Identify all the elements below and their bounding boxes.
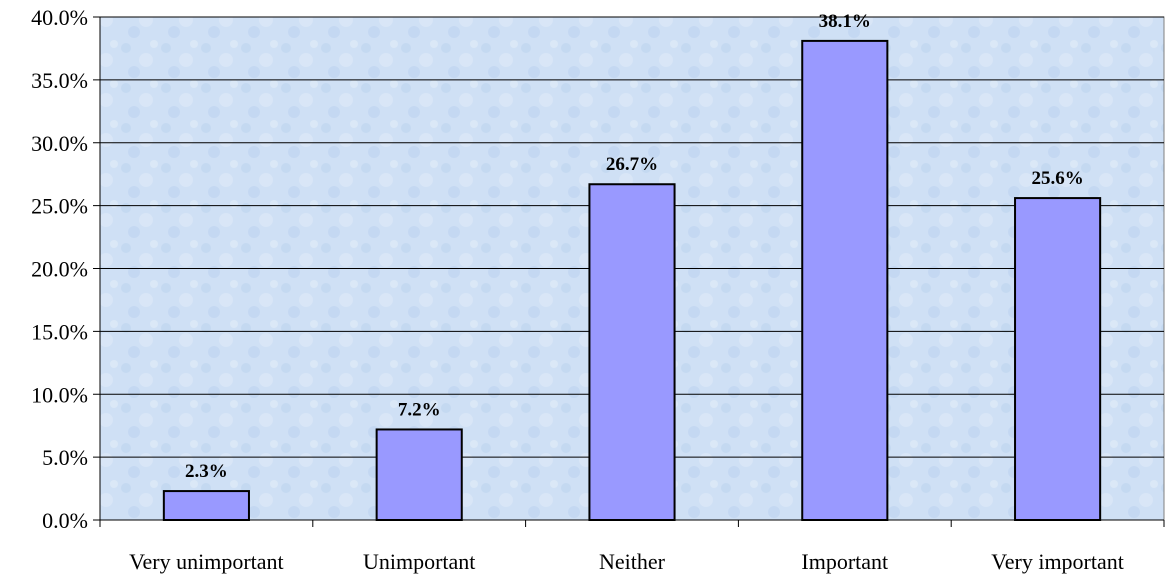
bar: [1014, 197, 1102, 522]
y-tick-label: 25.0%: [31, 194, 88, 219]
bar: [162, 490, 250, 522]
data-label: 26.7%: [606, 154, 658, 175]
bar: [801, 39, 889, 522]
x-category-label: Neither: [599, 549, 666, 574]
bar: [375, 428, 463, 521]
y-tick-label: 30.0%: [31, 131, 88, 156]
x-category-label: Very important: [991, 549, 1124, 574]
data-label: 25.6%: [1031, 168, 1083, 189]
data-label: 2.3%: [185, 461, 228, 482]
labels: 0.0% 5.0% 10.0% 15.0% 20.0% 25.0% 30.0% 35.0% 40…: [31, 5, 1124, 574]
y-tick-label: 40.0%: [31, 5, 88, 30]
y-tick-label: 35.0%: [31, 68, 88, 93]
y-tick-label: 10.0%: [31, 382, 88, 407]
y-tick-label: 5.0%: [42, 445, 88, 470]
y-tick-label: 20.0%: [31, 257, 88, 282]
bar: [588, 183, 676, 521]
y-tick-label: 0.0%: [42, 508, 88, 533]
x-category-label: Important: [801, 549, 888, 574]
x-category-label: Unimportant: [363, 549, 475, 574]
bars: [162, 39, 1102, 522]
x-category-label: Very unimportant: [129, 549, 284, 574]
data-label: 7.2%: [398, 399, 441, 420]
data-label: 38.1%: [819, 11, 871, 32]
y-tick-label: 15.0%: [31, 319, 88, 344]
